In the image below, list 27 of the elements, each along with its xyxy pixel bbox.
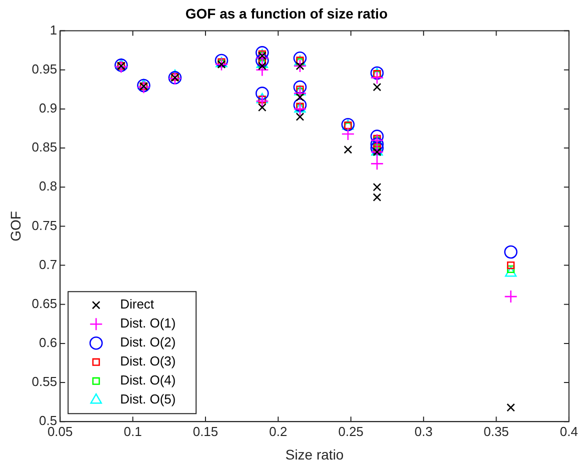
x-tick-label: 0.1 xyxy=(124,424,142,439)
x-tick-label: 0.2 xyxy=(269,424,288,439)
y-tick-label: 0.55 xyxy=(32,374,58,390)
y-tick-label: 0.8 xyxy=(39,178,58,194)
y-tick-label: 0.65 xyxy=(32,296,58,311)
legend-label: Dist. O(5) xyxy=(120,392,176,407)
x-tick-label: 0.25 xyxy=(338,424,364,439)
legend-label: Dist. O(1) xyxy=(120,316,176,331)
y-axis-title: GOF xyxy=(7,211,24,242)
y-tick-label: 0.75 xyxy=(32,218,58,233)
x-tick-label: 0.15 xyxy=(192,424,218,439)
y-tick-label: 0.5 xyxy=(39,413,58,428)
y-tick-label: 0.6 xyxy=(39,335,58,350)
y-tick-label: 0.9 xyxy=(39,100,58,116)
y-tick-label: 0.7 xyxy=(39,256,58,272)
x-tick-label: 0.4 xyxy=(560,424,578,439)
legend-label: Direct xyxy=(120,296,154,312)
y-tick-label: 0.95 xyxy=(32,61,58,76)
legend-label: Dist. O(3) xyxy=(120,354,176,369)
chart-title: GOF as a function of size ratio xyxy=(185,5,388,22)
legend-label: Dist. O(4) xyxy=(120,372,176,388)
x-axis-title: Size ratio xyxy=(285,446,344,462)
y-tick-label: 1 xyxy=(50,22,58,38)
x-tick-label: 0.35 xyxy=(484,424,509,439)
y-tick-label: 0.85 xyxy=(32,140,58,155)
x-tick-label: 0.3 xyxy=(414,424,433,439)
legend-label: Dist. O(2) xyxy=(120,334,176,350)
